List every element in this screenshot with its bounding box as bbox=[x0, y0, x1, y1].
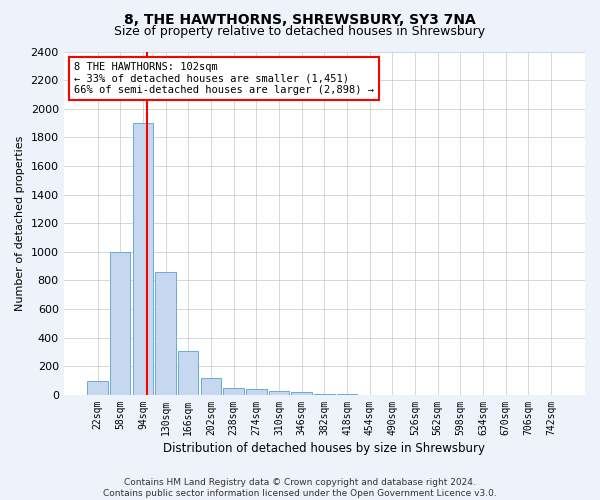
X-axis label: Distribution of detached houses by size in Shrewsbury: Distribution of detached houses by size … bbox=[163, 442, 485, 455]
Bar bbox=[223, 388, 244, 395]
Bar bbox=[178, 350, 199, 395]
Bar bbox=[155, 272, 176, 395]
Bar bbox=[201, 378, 221, 395]
Bar bbox=[88, 380, 108, 395]
Text: Size of property relative to detached houses in Shrewsbury: Size of property relative to detached ho… bbox=[115, 25, 485, 38]
Bar bbox=[269, 390, 289, 395]
Bar bbox=[110, 252, 130, 395]
Bar bbox=[314, 394, 335, 395]
Text: Contains HM Land Registry data © Crown copyright and database right 2024.
Contai: Contains HM Land Registry data © Crown c… bbox=[103, 478, 497, 498]
Bar bbox=[133, 123, 153, 395]
Bar bbox=[246, 389, 266, 395]
Bar bbox=[292, 392, 312, 395]
Y-axis label: Number of detached properties: Number of detached properties bbox=[15, 136, 25, 311]
Text: 8, THE HAWTHORNS, SHREWSBURY, SY3 7NA: 8, THE HAWTHORNS, SHREWSBURY, SY3 7NA bbox=[124, 12, 476, 26]
Bar bbox=[337, 394, 357, 395]
Text: 8 THE HAWTHORNS: 102sqm
← 33% of detached houses are smaller (1,451)
66% of semi: 8 THE HAWTHORNS: 102sqm ← 33% of detache… bbox=[74, 62, 374, 95]
